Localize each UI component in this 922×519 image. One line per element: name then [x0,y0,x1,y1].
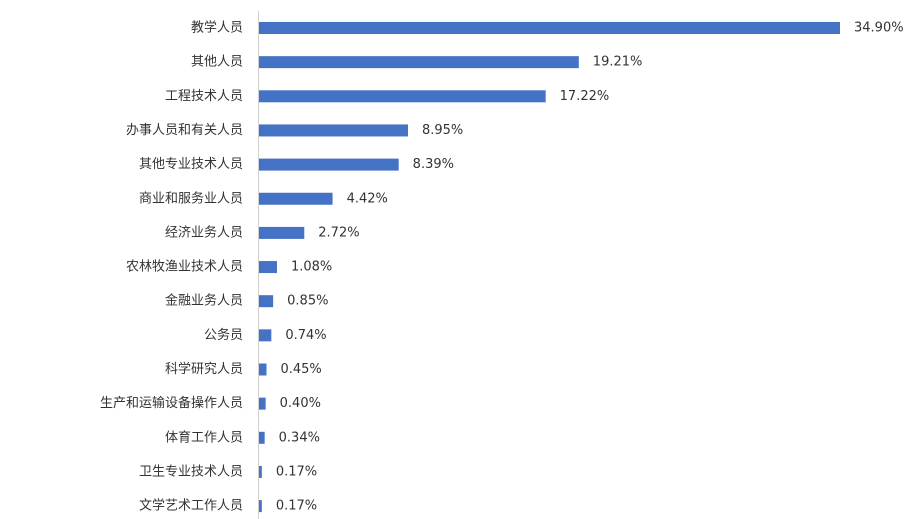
category-label: 公务员 [204,327,243,343]
bar [259,22,840,34]
value-label: 17.22% [560,89,610,104]
category-label: 生产和运输设备操作人员 [100,395,243,411]
category-label: 卫生专业技术人员 [139,464,243,479]
value-label: 0.34% [279,430,320,445]
category-label: 其他人员 [191,55,243,70]
category-label: 商业和服务业人员 [139,190,243,206]
value-label: 2.72% [318,225,359,240]
bar [259,124,408,137]
value-label: 34.90% [854,21,904,36]
value-label: 0.85% [287,294,328,309]
category-label: 经济业务人员 [165,224,243,240]
bar [259,226,305,239]
bar [259,329,272,342]
value-label: 8.95% [422,123,463,138]
category-label: 工程技术人员 [165,89,243,104]
category-label: 农林牧渔业技术人员 [126,260,243,275]
bar [259,431,265,444]
value-label: 19.21% [593,55,643,70]
value-label: 8.39% [413,157,454,172]
category-label: 教学人员 [191,20,243,36]
category-label: 其他专业技术人员 [139,157,243,172]
category-label: 文学艺术工作人员 [139,498,243,514]
bar [259,261,277,274]
bar [259,500,262,513]
value-label: 0.40% [280,396,321,411]
category-label: 办事人员和有关人员 [126,123,243,138]
category-label: 体育工作人员 [165,429,243,445]
value-label: 0.74% [285,328,326,343]
category-label: 金融业务人员 [165,293,243,309]
value-label: 4.42% [347,191,388,206]
bar [259,158,399,171]
bar [259,363,267,376]
bar [259,192,333,205]
bar [259,90,546,103]
value-label: 0.17% [276,499,317,514]
bar [259,295,274,308]
bar [259,465,262,478]
value-label: 1.08% [291,260,332,275]
value-label: 0.17% [276,464,317,479]
bar [259,397,266,410]
category-label: 科学研究人员 [165,361,243,377]
value-label: 0.45% [280,362,321,377]
bar [259,56,579,69]
